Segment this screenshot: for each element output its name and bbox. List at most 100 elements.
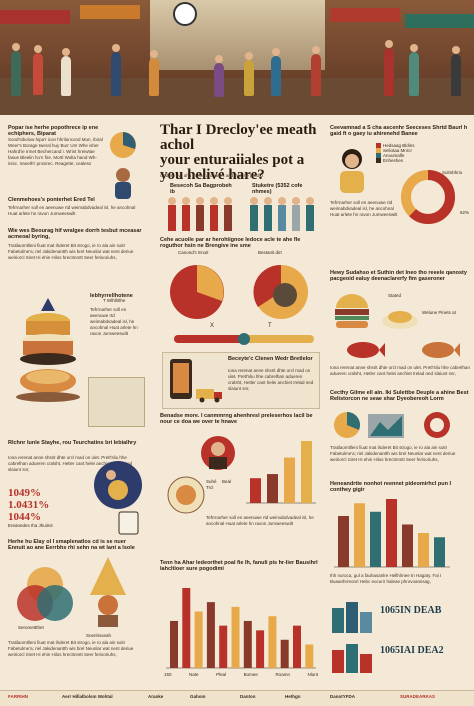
gauge-2 xyxy=(368,414,404,438)
bar xyxy=(434,537,445,567)
axis-label-x: X xyxy=(210,323,215,329)
footer-logo: Gahom xyxy=(190,694,206,699)
stat-value-3: 1044% xyxy=(8,511,41,523)
panel-heading: Beceyte'c Clenen Wedr Bretlelor xyxy=(228,356,313,362)
venn-diagram xyxy=(17,567,73,621)
legend-item: Hedsaag Bldins xyxy=(376,143,470,148)
bar xyxy=(293,625,301,668)
person xyxy=(111,52,121,96)
truck-illustration xyxy=(196,389,222,403)
footer-logo-strip: FARRIHN Aerr Hillalbolsm Wohtal Aranke G… xyxy=(0,690,474,706)
lamp-label: Snenhsseah xyxy=(86,633,112,638)
bar xyxy=(268,616,277,668)
venn-label: Seromettthet xyxy=(18,625,44,630)
person xyxy=(451,54,461,96)
bar-label-2: Beal xyxy=(222,479,232,484)
stat-value-1: 1049% xyxy=(8,487,41,499)
person xyxy=(149,58,159,96)
left-section4-heading: Rlchnr Iunle Stayhe, rou Teurchatins bri… xyxy=(8,440,137,446)
woman-illustration xyxy=(340,149,364,193)
awning-left xyxy=(0,10,70,24)
pie-chart-b xyxy=(253,264,308,319)
bar xyxy=(267,474,278,503)
avatar-circle xyxy=(201,436,235,470)
city-illustration-2 xyxy=(332,644,372,673)
footer-logo: Aerr Hillalbolsm Wohtal xyxy=(62,694,113,699)
person-head xyxy=(215,55,223,63)
pie-chart-a xyxy=(170,265,224,319)
legend-item: Anoumalfe xyxy=(376,153,470,158)
stat-list: 1049% 1.0431% 1044% Ereanedes Iha Jhuimi… xyxy=(8,487,88,528)
gauge-heading: Cecthy Gilme ell ain. Iki Sulettbe Deupl… xyxy=(330,390,469,402)
person xyxy=(384,48,394,96)
footer-logo: SURADEARKAS xyxy=(400,694,436,699)
donut-label: Sulmbhrio xyxy=(442,170,463,175)
right-bar-chart xyxy=(334,499,450,568)
axis-tick: Nlunt xyxy=(307,672,318,677)
mid-bar-chart xyxy=(246,441,316,504)
donut-chart xyxy=(401,170,455,224)
bar xyxy=(418,533,429,567)
person-head xyxy=(245,52,253,60)
bar-chart-heading: Benadse more. I canmmrng ahenhresl prele… xyxy=(160,413,313,425)
donut-percent: 62% xyxy=(460,210,470,215)
family-meal-illustration xyxy=(94,461,142,509)
bar xyxy=(182,588,191,668)
gauge-body: Tratilaomtlleni fiuat mat ihderet Bit st… xyxy=(330,445,456,462)
person-head xyxy=(410,44,418,52)
food-body: Iona rerenat anne shsrit dhte orcl mad o… xyxy=(330,365,470,376)
bar-label-3: Trcl xyxy=(206,485,214,490)
legend-swatch xyxy=(376,153,381,158)
lamp-illustration xyxy=(90,557,126,627)
person xyxy=(311,54,321,96)
axis-label-t: T xyxy=(268,323,272,329)
bar xyxy=(231,606,240,668)
city-illustration-1 xyxy=(332,602,372,633)
footer-logo: DanotYFDA xyxy=(330,694,355,699)
left-section3-heading: Wie wes Beourag hif wralgee dorrh tesbut… xyxy=(8,228,142,240)
axis-tick: 150 xyxy=(164,672,172,677)
right-bottom-body: Ihh nuroca, gul a fauhasanlre Hellhlrnee… xyxy=(330,573,442,584)
left-section2-body: Tefrrnarher soll en aeenuwe rtd weimabdv… xyxy=(8,205,136,216)
title-line-2: your enturaiiales pot a xyxy=(160,152,305,168)
stat-text-b: 1065IAI DEA2 xyxy=(380,645,444,656)
title-line-3: you helivé hare? xyxy=(160,167,265,183)
person-head xyxy=(112,44,120,52)
bar xyxy=(386,499,397,567)
legend-item: Seliotaa Mnrcr xyxy=(376,148,470,153)
legend-swatch xyxy=(376,143,381,148)
footer-logo: Danton xyxy=(240,694,256,699)
axis-tick: Nate xyxy=(189,672,199,677)
row1-heading-a: Besecoh Sa Bagprobeh ib xyxy=(170,183,232,195)
bar xyxy=(219,625,228,668)
bar xyxy=(354,503,365,567)
person xyxy=(11,51,21,96)
person xyxy=(271,56,281,96)
person xyxy=(409,52,419,96)
row1-heading-b: Stuketre (5352 cofe nhmes) xyxy=(252,183,303,195)
bar xyxy=(284,457,295,503)
slider-bar xyxy=(174,333,314,345)
hero-illustration xyxy=(0,0,474,115)
bar xyxy=(243,620,252,668)
person xyxy=(244,60,254,96)
bar xyxy=(256,630,265,668)
legend-label: Anoumalfe xyxy=(383,153,405,158)
gauge-3 xyxy=(424,412,450,438)
left-mid-panel xyxy=(88,377,145,427)
footer-logo: Aranke xyxy=(148,694,164,699)
circle-b-label: Bestanit dirt xyxy=(258,250,282,255)
pasta-illustration xyxy=(382,311,418,329)
bar xyxy=(338,516,349,567)
footer-logo: FARRIHN xyxy=(8,694,28,699)
infographic-body: Popar ise herhe popothrece ip ene echiph… xyxy=(0,115,474,685)
left-intro-body: Sond'sibolow hipa'r icon hhriluncond Mun… xyxy=(8,137,103,166)
awning-right-2 xyxy=(405,14,474,28)
clipboard-icon xyxy=(118,511,139,535)
awning-left-2 xyxy=(80,5,140,19)
bar xyxy=(305,644,314,668)
left-bottom-body: Tratilaomtlleni fiuat mat ihderet Bit st… xyxy=(8,640,134,657)
right-bar-heading: Heneandrtte nonhot reennet pideomirhcl p… xyxy=(330,481,452,493)
subtitle: Cedent evil aha ironas ard ianes and inl… xyxy=(160,173,263,178)
person-head xyxy=(385,40,393,48)
